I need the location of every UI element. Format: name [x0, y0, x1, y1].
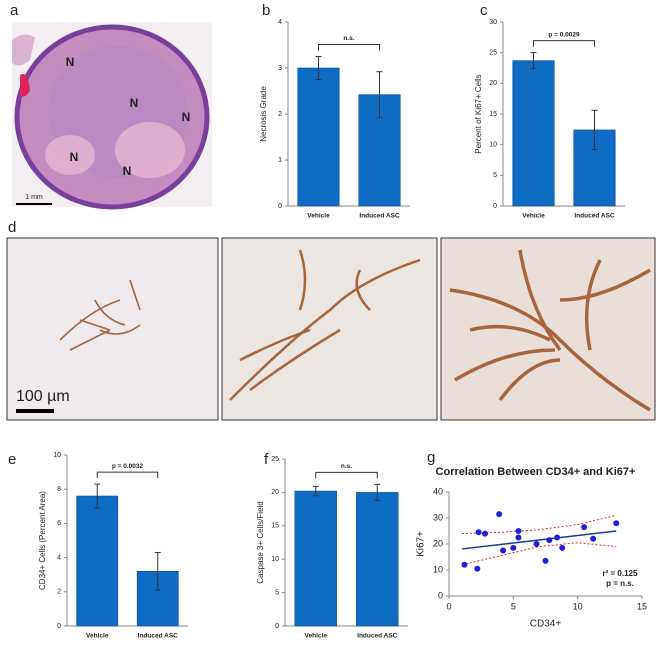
x-tick-label: 15: [637, 601, 647, 611]
significance-bracket: [315, 471, 378, 479]
annotation: r² = 0.125: [603, 569, 638, 578]
y-axis-label: Caspase 3+ Cells/Field: [256, 501, 265, 583]
significance-label: p = 0.0032: [112, 463, 144, 470]
significance-bracket: [318, 44, 380, 51]
necrosis-label: N: [123, 164, 132, 178]
x-tick-label: Induced ASC: [359, 213, 400, 220]
point: [546, 537, 553, 544]
y-tick-label: 6: [57, 520, 61, 527]
y-tick-label: 10: [433, 564, 443, 574]
y-tick-label: 8: [57, 486, 61, 493]
y-tick-label: 40: [433, 486, 443, 496]
panel-label: a: [10, 2, 19, 19]
y-tick-label: 5: [493, 172, 497, 179]
point: [581, 524, 588, 531]
y-tick-label: 10: [53, 452, 61, 459]
significance-label: n.s.: [341, 463, 352, 470]
y-tick-label: 0: [275, 623, 279, 630]
scale-bar-label: 100 µm: [16, 388, 70, 405]
x-axis-label: CD34+: [530, 619, 562, 630]
necrosis-label: N: [70, 150, 79, 164]
panel-label: b: [262, 2, 270, 19]
y-axis-label: Percent of Ki67+ Cells: [474, 74, 483, 153]
point: [554, 534, 561, 541]
y-tick-label: 4: [278, 19, 282, 26]
y-tick-label: 15: [489, 111, 497, 118]
y-tick-label: 20: [489, 80, 497, 87]
y-tick-label: 25: [271, 456, 279, 463]
y-tick-label: 30: [433, 512, 443, 522]
bar: [76, 495, 119, 627]
bar: [294, 490, 337, 627]
significance-bracket: [533, 40, 595, 47]
x-tick-label: Vehicle: [86, 633, 109, 640]
point: [500, 547, 507, 554]
x-tick-label: Induced ASC: [357, 633, 398, 640]
x-tick-label: 0: [446, 601, 451, 611]
y-tick-label: 25: [489, 50, 497, 57]
y-axis-label: CD34+ Cells (Percent Area): [38, 491, 47, 590]
bar: [512, 60, 555, 207]
y-tick-label: 0: [278, 203, 282, 210]
y-tick-label: 0: [57, 623, 61, 630]
y-tick-label: 10: [489, 142, 497, 149]
panel-label: f: [264, 451, 269, 468]
x-tick-label: Vehicle: [522, 213, 545, 220]
chart-title: Correlation Between CD34+ and Ki67+: [436, 466, 636, 478]
panel-label: e: [8, 451, 16, 468]
ihc-images: 100 µm: [6, 237, 656, 421]
point: [510, 544, 517, 551]
y-tick-label: 2: [278, 111, 282, 118]
point: [496, 511, 503, 518]
histology-image: N N N N N 1 mm: [12, 22, 212, 210]
y-tick-label: 2: [57, 589, 61, 596]
point: [515, 528, 522, 534]
scale-bar-label: 1 mm: [25, 194, 43, 201]
panel-label: g: [427, 449, 435, 466]
y-tick-label: 30: [489, 19, 497, 26]
x-tick-label: 10: [573, 601, 583, 611]
point: [590, 535, 597, 542]
point: [482, 530, 489, 537]
point: [474, 565, 481, 572]
point: [533, 541, 540, 547]
x-tick-label: 5: [511, 601, 516, 611]
y-tick-label: 20: [433, 538, 443, 548]
necrosis-label: N: [182, 110, 191, 124]
y-tick-label: 3: [278, 65, 282, 72]
x-tick-label: Induced ASC: [138, 633, 179, 640]
panel-label: d: [8, 219, 16, 236]
y-tick-label: 15: [271, 523, 279, 530]
panel-label: c: [480, 2, 488, 19]
y-axis-label: Ki67+: [416, 531, 427, 557]
bar: [297, 67, 340, 207]
y-tick-label: 0: [438, 590, 443, 600]
point: [475, 529, 482, 536]
y-tick-label: 1: [278, 157, 282, 164]
point: [613, 520, 620, 527]
annotation: p = n.s.: [606, 579, 634, 588]
significance-bracket: [96, 471, 159, 479]
y-tick-label: 4: [57, 554, 61, 561]
y-axis-label: Necrosis Grade: [259, 86, 268, 142]
y-tick-label: 20: [271, 489, 279, 496]
x-tick-label: Vehicle: [305, 633, 328, 640]
necrosis-label: N: [130, 96, 139, 110]
point: [559, 544, 566, 551]
bar: [356, 492, 399, 627]
y-tick-label: 0: [493, 203, 497, 210]
y-tick-label: 5: [275, 589, 279, 596]
point: [461, 561, 468, 568]
point: [542, 557, 549, 564]
point: [515, 534, 522, 541]
fit-line: [461, 530, 617, 550]
y-tick-label: 10: [271, 556, 279, 563]
x-tick-label: Induced ASC: [574, 213, 615, 220]
x-tick-label: Vehicle: [307, 213, 330, 220]
significance-label: p = 0.0029: [548, 31, 580, 38]
necrosis-label: N: [66, 55, 75, 69]
significance-label: n.s.: [343, 35, 354, 42]
